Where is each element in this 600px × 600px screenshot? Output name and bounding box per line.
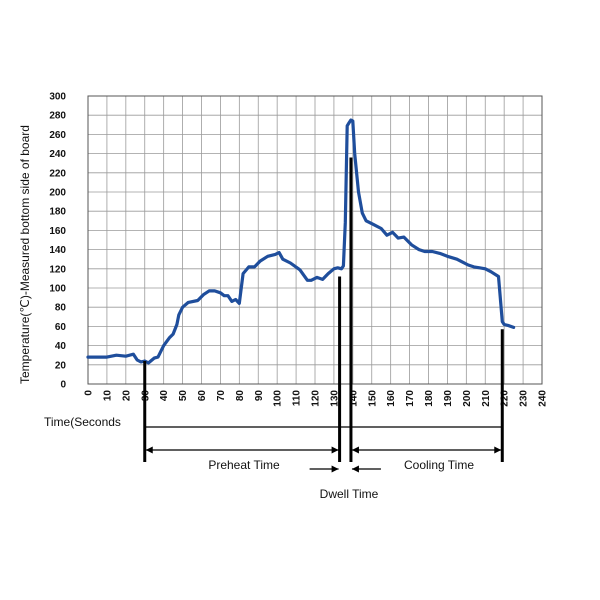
x-tick-label: 150 (367, 390, 378, 407)
grid (87, 95, 543, 385)
x-tick-label: 140 (348, 390, 359, 407)
cooling-arrow-right (494, 446, 502, 454)
y-tick-label: 240 (49, 149, 66, 160)
y-tick-label: 280 (49, 111, 66, 122)
y-tick-label: 120 (49, 264, 66, 275)
plot-frame (87, 95, 543, 385)
y-tick-label: 60 (55, 322, 67, 333)
y-tick-label: 300 (49, 92, 66, 103)
y-tick-label: 20 (55, 360, 67, 371)
temperature-curve (86, 118, 516, 365)
x-tick-label: 60 (197, 390, 208, 402)
x-tick-label: 190 (443, 390, 454, 407)
y-tick-label: 180 (49, 207, 66, 218)
y-tick-label: 160 (49, 226, 66, 237)
y-tick-label: 0 (60, 380, 66, 391)
cooling-time-label: Cooling Time (404, 458, 474, 472)
dwell-arrow-in-left (331, 465, 339, 473)
x-axis-ticks: 0102030405060708090100110120130140150160… (84, 390, 549, 407)
x-tick-label: 70 (216, 390, 227, 402)
x-tick-label: 100 (273, 390, 284, 407)
x-tick-label: 200 (462, 390, 473, 407)
x-tick-label: 160 (386, 390, 397, 407)
x-tick-label: 220 (500, 390, 511, 407)
y-tick-label: 200 (49, 188, 66, 199)
x-tick-label: 80 (235, 390, 246, 402)
x-tick-label: 120 (311, 390, 322, 407)
x-tick-label: 50 (178, 390, 189, 402)
cooling-arrow-left (351, 446, 359, 454)
x-tick-label: 170 (405, 390, 416, 407)
x-tick-label: 130 (329, 390, 340, 407)
x-tick-label: 210 (481, 390, 492, 407)
preheat-arrow-right (331, 446, 339, 454)
x-tick-label: 180 (424, 390, 435, 407)
x-axis-label: Time(Seconds (44, 415, 121, 429)
preheat-arrow-left (145, 446, 153, 454)
x-tick-label: 20 (121, 390, 132, 402)
x-tick-label: 90 (254, 390, 265, 402)
y-axis-ticks: 0 20 40 60 80 100 120 140 160 180 200 220 240 260 280 3… (49, 92, 66, 391)
y-tick-label: 100 (49, 284, 66, 295)
x-tick-label: 40 (159, 390, 170, 402)
y-axis-label: Temperature(℃)-Measured bottom side of b… (18, 125, 32, 384)
x-tick-label: 10 (102, 390, 113, 402)
phase-annotations (143, 157, 504, 473)
x-tick-label: 110 (292, 390, 303, 407)
x-tick-label: 230 (519, 390, 530, 407)
x-tick-label: 0 (84, 390, 95, 396)
dwell-time-label: Dwell Time (320, 487, 379, 501)
x-tick-label: 240 (538, 390, 549, 407)
y-tick-label: 40 (55, 341, 67, 352)
y-tick-label: 80 (55, 303, 67, 314)
preheat-time-label: Preheat Time (208, 458, 280, 472)
y-tick-label: 260 (49, 130, 66, 141)
y-tick-label: 140 (49, 245, 66, 256)
y-tick-label: 220 (49, 168, 66, 179)
dwell-arrow-in-right (351, 465, 359, 473)
